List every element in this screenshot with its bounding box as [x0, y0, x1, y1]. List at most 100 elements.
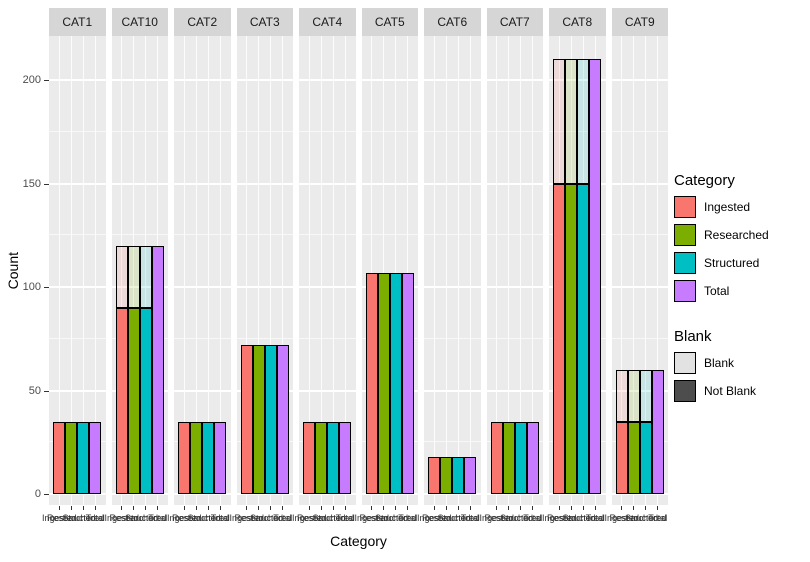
cat8-structured-bar: [577, 59, 590, 494]
plot-area: CAT1 Ingested Researched Structured Total CAT…: [42, 8, 669, 527]
legend-item: Structured: [674, 252, 806, 274]
not-blank-segment: [428, 456, 441, 494]
facet-panel: [174, 36, 231, 505]
gridline-vertical: [183, 36, 185, 505]
x-tick-label: Total: [210, 513, 230, 523]
cat10-total-bar: [151, 245, 164, 494]
facet-cat6: CAT6 Ingested Researched Structured Total: [417, 8, 481, 527]
not-blank-segment: [190, 421, 203, 494]
not-blank-segment: [240, 345, 253, 494]
not-blank-segment: [401, 272, 414, 494]
facet-cat8: CAT8 Ingested Researched Structured Total: [542, 8, 606, 527]
not-blank-segment: [440, 456, 453, 494]
gridline-vertical: [633, 36, 635, 505]
facet-panel: [424, 36, 481, 505]
gridline-major: [486, 182, 543, 185]
x-tick-label: Structured: [562, 513, 605, 523]
cat4-researched-bar: [315, 421, 328, 494]
gridline-vertical: [433, 36, 435, 505]
x-tick-mark: [195, 506, 197, 510]
x-tick-mark: [508, 506, 510, 510]
x-ticks: [112, 505, 169, 511]
x-tick-label: Ingested: [104, 513, 139, 523]
gridline-minor: [611, 337, 668, 339]
y-tick-mark: [44, 80, 49, 81]
gridline-minor: [49, 234, 106, 236]
gridline-vertical: [246, 36, 248, 505]
cat5-structured-bar: [389, 272, 402, 494]
cat10-ingested-bar: [115, 245, 128, 494]
not-blank-segment: [565, 183, 578, 494]
gridline-major: [424, 182, 481, 185]
not-blank-segment: [514, 421, 527, 494]
gridline-major: [299, 79, 356, 81]
legend-swatch-blank: [674, 352, 696, 374]
cat1-ingested-bar: [53, 421, 66, 494]
x-tick-label: Ingested: [291, 513, 327, 523]
blank-segment: [139, 245, 152, 308]
not-blank-segment: [639, 421, 652, 494]
legend-swatch-total: [674, 280, 696, 302]
gridline-major: [611, 493, 668, 495]
gridline-minor: [486, 337, 543, 339]
cat4-structured-bar: [327, 421, 340, 494]
gridline-vertical: [645, 36, 647, 505]
legend-swatch-ingested: [674, 196, 696, 218]
legend-swatch-structured: [674, 252, 696, 274]
x-tick-label: Ingested: [479, 513, 514, 523]
x-tick-labels: Ingested Researched Structured Total: [604, 511, 669, 527]
not-blank-segment: [202, 421, 215, 494]
gridline-vertical: [395, 36, 397, 505]
gridline-minor: [424, 441, 481, 443]
x-tick-labels: Ingested Researched Structured Total: [479, 511, 544, 527]
y-axis-title-text: Count: [5, 251, 21, 290]
cat1-researched-bar: [65, 421, 78, 494]
x-tick-mark: [332, 506, 334, 510]
not-blank-segment: [627, 421, 640, 494]
x-tick-label: Structured: [312, 513, 355, 523]
cat7-ingested-bar: [490, 421, 503, 494]
x-tick-mark: [496, 506, 498, 510]
gridline-major: [299, 493, 356, 495]
gridline-vertical: [94, 36, 96, 505]
not-blank-segment: [115, 307, 128, 494]
facet-cat4: CAT4 Ingested Researched Structured Total: [292, 8, 356, 527]
cat10-researched-bar: [127, 245, 140, 494]
x-tick-mark: [246, 506, 248, 510]
facet-cat9: CAT9 Ingested Researched Structured Total: [604, 8, 669, 527]
not-blank-segment: [327, 421, 340, 494]
gridline-major: [486, 79, 543, 81]
cat5-ingested-bar: [365, 272, 378, 494]
x-tick-label: Ingested: [229, 513, 264, 523]
cat6-researched-bar: [440, 456, 453, 494]
x-tick-mark: [94, 506, 96, 510]
x-ticks: [299, 505, 356, 511]
gridline-vertical: [207, 36, 209, 505]
facet-panel: [111, 36, 168, 505]
facet-strip-label: CAT1: [49, 8, 106, 36]
gridline-major: [299, 286, 356, 288]
x-tick-mark: [570, 506, 572, 510]
cat6-structured-bar: [452, 456, 465, 494]
x-tick-labels: Ingested Researched Structured Total: [354, 511, 419, 527]
facet-panel: [486, 36, 543, 505]
not-blank-segment: [452, 456, 465, 494]
y-axis: 0 50 100 150 200: [22, 36, 49, 505]
not-blank-segment: [139, 307, 152, 494]
legend-group-blank: Blank Blank Not Blank: [674, 328, 806, 402]
gridline-vertical: [457, 36, 459, 505]
gridline-vertical: [270, 36, 272, 505]
gridline-minor: [299, 234, 356, 236]
gridline-vertical: [258, 36, 260, 505]
cat10-structured-bar: [139, 245, 152, 494]
gridline-major: [424, 286, 481, 288]
blank-segment: [639, 369, 652, 422]
not-blank-segment: [490, 421, 503, 494]
cat7-total-bar: [526, 421, 539, 494]
facet-cat3: CAT3 Ingested Researched Structured Total: [229, 8, 293, 527]
y-tick-label: 200: [22, 74, 41, 86]
not-blank-segment: [464, 456, 477, 494]
not-blank-segment: [377, 272, 390, 494]
gridline-major: [299, 182, 356, 185]
x-tick-label: Total: [398, 513, 418, 523]
